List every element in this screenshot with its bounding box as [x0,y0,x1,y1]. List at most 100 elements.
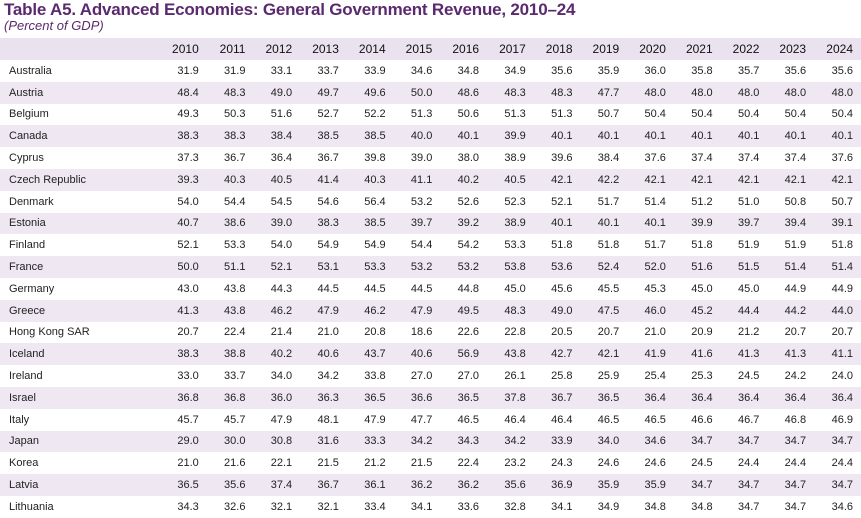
value-cell: 53.1 [300,256,347,278]
country-cell: Japan [0,430,161,453]
value-cell: 52.1 [533,190,581,213]
value-cell: 40.0 [393,125,441,148]
value-cell: 52.3 [487,190,534,213]
value-cell: 54.0 [160,190,207,213]
value-cell: 45.7 [160,408,207,431]
value-cell: 36.2 [393,474,441,496]
value-cell: 38.9 [487,147,534,169]
value-cell: 25.9 [580,365,628,387]
value-cell: 46.4 [487,408,534,431]
country-cell: Belgium [0,103,161,126]
value-cell: 35.8 [673,60,721,82]
value-cell: 22.8 [487,321,534,344]
value-cell: 36.0 [253,386,301,409]
value-cell: 37.4 [673,147,721,169]
value-cell: 35.9 [580,474,628,496]
value-cell: 21.2 [720,321,768,344]
value-cell: 34.8 [440,60,488,82]
value-cell: 20.8 [346,321,394,344]
value-cell: 34.7 [814,430,861,453]
table-row: Czech Republic 39.3 40.3 40.5 41.4 40.3 41.1 40… [0,168,861,191]
value-cell: 42.7 [533,343,581,366]
value-cell: 45.0 [487,277,534,300]
value-cell: 51.7 [627,234,674,257]
value-cell: 46.4 [533,408,581,431]
value-cell: 48.3 [533,81,581,104]
country-column-header [0,38,160,60]
year-header: 2012 [265,42,293,56]
value-cell: 36.5 [580,386,628,409]
value-cell: 45.5 [580,277,628,300]
value-cell: 36.4 [627,386,674,409]
value-cell: 34.3 [440,430,488,453]
year-header: 2022 [732,42,760,56]
value-cell: 34.9 [487,60,534,82]
value-cell: 34.7 [767,495,815,518]
value-cell: 40.2 [253,343,301,366]
value-cell: 51.8 [673,234,721,257]
value-cell: 50.4 [673,103,721,126]
value-cell: 36.8 [160,386,207,409]
value-cell: 26.1 [487,365,534,387]
value-cell: 36.5 [160,474,207,496]
value-cell: 34.7 [767,474,815,496]
value-cell: 34.7 [673,474,721,496]
value-cell: 33.9 [346,60,394,82]
value-cell: 43.8 [487,343,534,366]
year-header: 2011 [219,42,246,56]
country-cell: France [0,256,161,278]
value-cell: 21.5 [300,452,347,475]
value-cell: 24.4 [767,452,815,475]
value-cell: 39.6 [533,147,581,169]
value-cell: 50.7 [814,190,861,213]
value-cell: 38.5 [346,125,394,148]
value-cell: 20.7 [814,321,861,344]
table-row: Lithuania 34.3 32.6 32.1 32.1 33.4 34.1 33.6 32.… [0,495,861,518]
value-cell: 33.0 [160,365,207,387]
value-cell: 44.9 [814,277,861,300]
value-cell: 51.3 [533,103,581,126]
value-cell: 51.0 [720,190,768,213]
value-cell: 37.6 [814,147,861,169]
value-cell: 31.6 [300,430,347,453]
table-row: Japan 29.0 30.0 30.8 31.6 33.3 34.2 34.3 34.2 33.… [0,430,861,453]
table-row: Korea 21.0 21.6 22.1 21.5 21.2 21.5 22.4 23.2 24.… [0,452,861,475]
country-cell: Hong Kong SAR [0,321,161,344]
value-cell: 32.1 [253,495,301,518]
country-cell: Lithuania [0,495,161,518]
country-cell: Iceland [0,343,161,366]
value-cell: 44.3 [253,277,301,300]
value-cell: 34.6 [627,430,674,453]
value-cell: 21.2 [346,452,394,475]
value-cell: 39.7 [393,212,441,235]
value-cell: 39.9 [673,212,721,235]
country-cell: Korea [0,452,161,475]
value-cell: 40.1 [533,125,581,148]
value-cell: 34.6 [814,495,861,518]
value-cell: 30.0 [206,430,254,453]
value-cell: 49.7 [300,81,347,104]
value-cell: 36.4 [814,386,861,409]
value-cell: 41.3 [767,343,815,366]
value-cell: 39.2 [440,212,488,235]
value-cell: 48.3 [206,81,254,104]
value-cell: 45.6 [533,277,581,300]
value-cell: 33.9 [533,430,581,453]
value-cell: 36.9 [533,474,581,496]
value-cell: 46.0 [627,299,674,322]
country-cell: Latvia [0,474,161,496]
value-cell: 40.1 [533,212,581,235]
value-cell: 43.8 [206,277,254,300]
value-cell: 40.6 [300,343,347,366]
value-cell: 39.9 [487,125,534,148]
value-cell: 25.4 [627,365,674,387]
value-cell: 50.7 [580,103,628,126]
value-cell: 45.7 [206,408,254,431]
value-cell: 34.7 [673,430,721,453]
value-cell: 53.3 [206,234,254,257]
value-cell: 51.6 [253,103,301,126]
value-cell: 50.0 [393,81,441,104]
value-cell: 24.5 [720,365,768,387]
value-cell: 48.0 [673,81,721,104]
value-cell: 35.9 [627,474,674,496]
